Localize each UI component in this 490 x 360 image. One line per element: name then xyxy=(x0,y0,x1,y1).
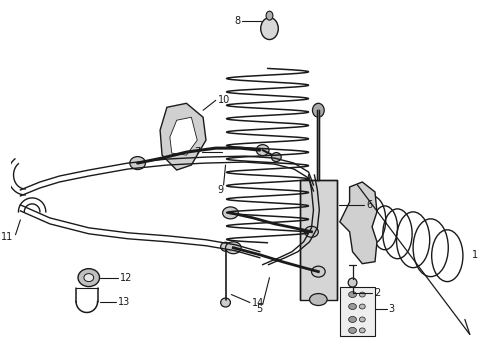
Ellipse shape xyxy=(359,328,365,333)
Ellipse shape xyxy=(348,303,356,310)
Ellipse shape xyxy=(220,242,230,251)
Ellipse shape xyxy=(256,145,269,156)
Text: 12: 12 xyxy=(120,273,132,283)
Text: 9: 9 xyxy=(218,185,224,195)
Ellipse shape xyxy=(348,328,356,333)
Ellipse shape xyxy=(313,103,324,117)
Bar xyxy=(300,180,337,300)
Ellipse shape xyxy=(84,274,94,282)
Ellipse shape xyxy=(359,292,365,297)
Ellipse shape xyxy=(225,242,241,254)
Ellipse shape xyxy=(359,304,365,309)
Polygon shape xyxy=(340,182,377,264)
Ellipse shape xyxy=(266,11,273,20)
Text: 11: 11 xyxy=(1,232,14,242)
Text: 6: 6 xyxy=(366,200,372,210)
Ellipse shape xyxy=(130,157,146,170)
Text: 5: 5 xyxy=(257,305,263,315)
Ellipse shape xyxy=(220,298,230,307)
Ellipse shape xyxy=(261,18,278,40)
Text: 8: 8 xyxy=(234,15,240,26)
Ellipse shape xyxy=(305,226,318,237)
Text: 1: 1 xyxy=(472,250,478,260)
Ellipse shape xyxy=(78,269,99,287)
Text: 3: 3 xyxy=(389,305,395,315)
Ellipse shape xyxy=(359,317,365,322)
Ellipse shape xyxy=(348,292,356,298)
Text: 2: 2 xyxy=(374,288,380,298)
Polygon shape xyxy=(170,117,197,155)
Text: 13: 13 xyxy=(118,297,130,306)
Polygon shape xyxy=(160,103,206,170)
Ellipse shape xyxy=(312,266,325,277)
Text: 7: 7 xyxy=(194,147,200,157)
Bar xyxy=(340,287,375,336)
Text: 14: 14 xyxy=(252,297,264,307)
Text: 10: 10 xyxy=(218,95,230,105)
Ellipse shape xyxy=(271,153,281,162)
Ellipse shape xyxy=(310,293,327,306)
Ellipse shape xyxy=(348,278,357,287)
Ellipse shape xyxy=(348,316,356,323)
Ellipse shape xyxy=(222,207,238,219)
